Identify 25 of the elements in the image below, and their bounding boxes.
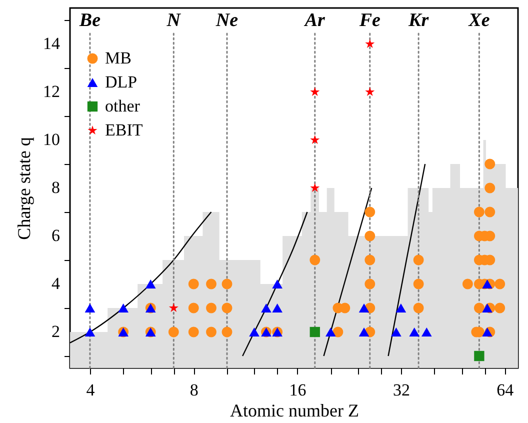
x-tick-label: 4 [86,380,96,400]
y-tick-label: 4 [52,274,60,293]
legend-label: MB [105,48,132,68]
ref-line-label: Ar [304,10,326,31]
y-tick-label: 8 [52,178,60,197]
x-tick-label: 8 [190,380,198,400]
ref-line-label: Fe [358,10,382,31]
y-tick-label: 10 [43,130,60,149]
x-tick-label: 16 [289,380,306,400]
legend-label: other [105,96,140,116]
ref-line-label: Be [78,10,102,31]
x-tick-label: 32 [392,380,410,400]
x-axis-title: Atomic number Z [230,400,359,420]
y-tick-label: 14 [43,34,60,53]
ref-line-label: N [166,10,182,31]
ref-line-label: Ne [214,10,239,31]
y-axis-title: Charge state q [14,137,34,240]
y-tick-label: 6 [52,226,60,245]
legend-label: DLP [105,72,138,92]
legend-label: EBIT [105,120,144,140]
y-tick-label: 12 [43,82,60,101]
ref-line-label: Xe [468,10,490,31]
ref-line-label: Kr [408,10,430,31]
x-tick-label: 64 [496,380,514,400]
y-tick-label: 2 [52,322,60,341]
